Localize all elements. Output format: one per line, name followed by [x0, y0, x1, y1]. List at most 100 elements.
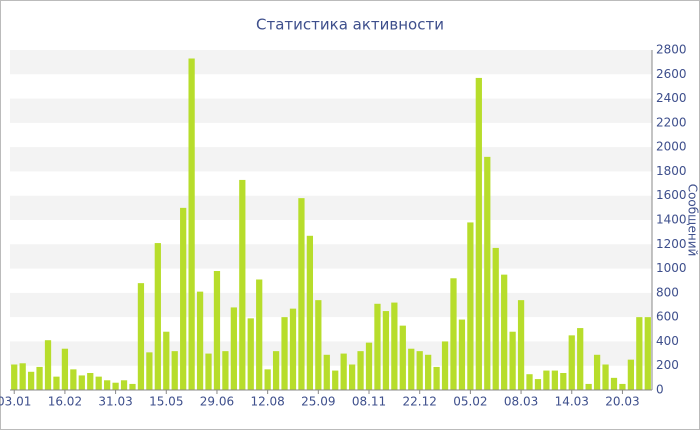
bar: [391, 302, 398, 390]
chart-title: Статистика активности: [256, 16, 444, 34]
bar: [95, 376, 102, 390]
bar: [154, 243, 161, 390]
bar: [188, 58, 195, 390]
bar: [180, 207, 187, 390]
bar: [526, 374, 533, 390]
x-tick-label: 25.09: [301, 395, 335, 409]
bar: [382, 311, 390, 390]
bar: [104, 380, 111, 390]
y-tick-label: 0: [656, 383, 664, 397]
bar: [458, 319, 466, 390]
bar: [256, 279, 263, 390]
bar: [340, 353, 347, 390]
bar: [272, 351, 280, 390]
y-tick-label: 1800: [656, 164, 687, 178]
bar: [509, 331, 516, 390]
bar: [408, 348, 415, 390]
grid-band: [10, 341, 652, 366]
bar: [315, 300, 322, 390]
bar: [27, 371, 35, 390]
bar: [467, 222, 474, 390]
bar: [281, 317, 288, 390]
bar: [61, 348, 69, 390]
bar: [543, 370, 550, 390]
y-tick-label: 1400: [656, 213, 687, 227]
bar: [484, 156, 491, 390]
x-tick-label: 20.03: [605, 395, 639, 409]
grid-band: [10, 292, 652, 318]
bar: [306, 235, 314, 390]
y-tick-label: 2000: [656, 140, 687, 154]
y-tick-label: 600: [656, 310, 679, 324]
bar: [230, 307, 237, 390]
grid-band: [10, 195, 652, 220]
bar: [205, 353, 212, 390]
bar: [644, 317, 651, 390]
bar: [171, 351, 178, 390]
bar: [323, 354, 330, 390]
bar: [44, 340, 52, 390]
bar: [627, 359, 635, 390]
grid-band: [10, 147, 652, 172]
bar: [264, 369, 271, 390]
x-tick-label: 16.02: [48, 395, 82, 409]
bar: [433, 366, 440, 390]
y-tick-label: 1000: [656, 261, 687, 275]
bar: [137, 283, 145, 390]
bar: [517, 300, 525, 390]
bar: [475, 77, 482, 390]
x-tick-label: 05.02: [453, 395, 487, 409]
bar: [492, 247, 499, 390]
bar: [534, 379, 542, 390]
y-tick-label: 400: [656, 334, 679, 348]
bar: [222, 351, 229, 390]
x-tick-label: 15.05: [149, 395, 183, 409]
bar: [365, 342, 373, 390]
bar: [53, 376, 60, 390]
bar: [425, 354, 432, 390]
bar: [112, 382, 119, 390]
bar: [298, 198, 305, 390]
bar: [610, 377, 618, 390]
bar: [289, 308, 297, 390]
y-tick-label: 2800: [656, 43, 687, 57]
bar: [399, 325, 406, 390]
x-tick-label: 08.11: [352, 395, 386, 409]
x-tick-label: 03.01: [0, 395, 31, 409]
bar: [36, 366, 43, 390]
bar: [577, 328, 584, 390]
bar: [129, 383, 136, 390]
y-tick-label: 2600: [656, 67, 687, 81]
bar: [239, 179, 246, 390]
bar: [636, 317, 643, 390]
bar: [585, 383, 592, 390]
y-tick-label: 2400: [656, 91, 687, 105]
bar: [450, 278, 457, 390]
bar: [348, 364, 356, 390]
y-tick-label: 1200: [656, 237, 687, 251]
bar: [78, 375, 85, 390]
bar: [146, 352, 153, 390]
bar: [196, 291, 204, 390]
bar: [501, 274, 508, 390]
bar: [441, 341, 449, 390]
bar: [332, 370, 339, 390]
y-tick-label: 2200: [656, 115, 687, 129]
y-tick-label: 1600: [656, 188, 687, 202]
x-tick-label: 29.06: [200, 395, 234, 409]
bar: [213, 271, 221, 390]
bar: [19, 363, 26, 390]
x-tick-label: 08.03: [504, 395, 538, 409]
grid-band: [10, 50, 652, 75]
bar: [416, 351, 423, 390]
bar: [593, 354, 601, 390]
bar: [560, 373, 567, 390]
x-tick-label: 22.12: [403, 395, 437, 409]
bar: [120, 380, 128, 390]
bar: [87, 373, 94, 390]
bar: [619, 383, 626, 390]
bar: [247, 318, 254, 390]
bar: [551, 370, 558, 390]
bar: [163, 331, 170, 390]
